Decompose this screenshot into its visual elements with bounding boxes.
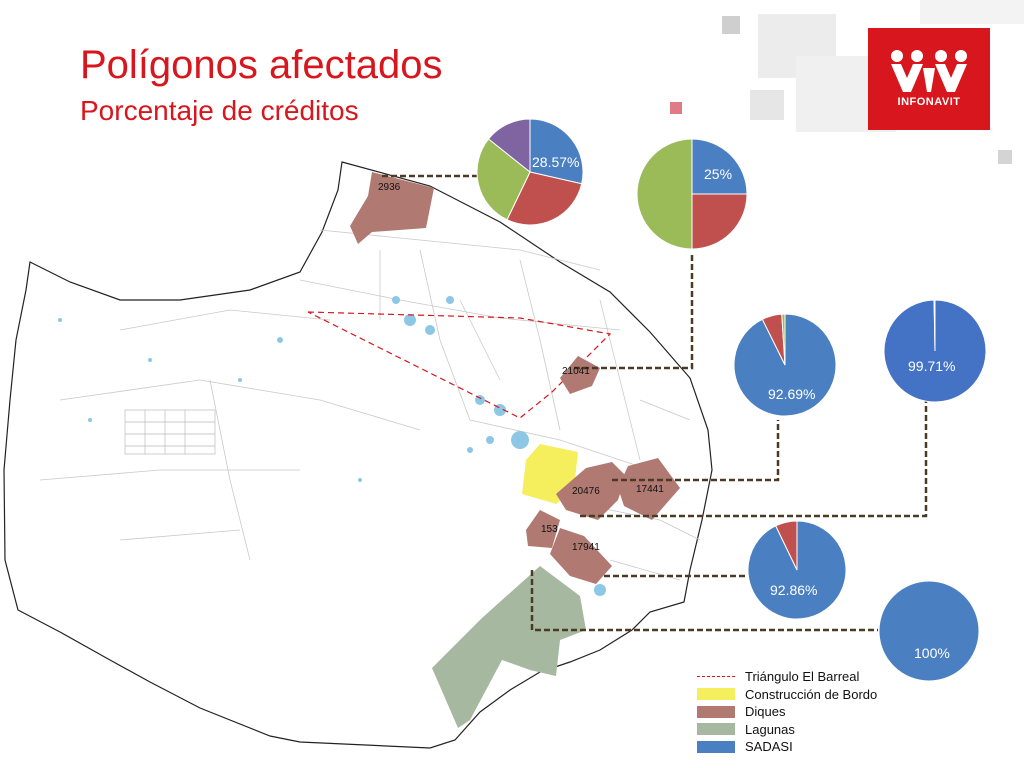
urban-blocks [124,409,216,455]
polygon-label-2936: 2936 [378,182,401,193]
decorative-square [750,90,784,120]
legend-label: SADASI [745,739,793,755]
pie-chart-2936 [476,118,584,226]
legend-item-lagunas: Lagunas [697,721,877,739]
legend-item-sadasi: SADASI [697,738,877,756]
legend-label: Construcción de Bordo [745,686,878,702]
legend-item-bordo: Construcción de Bordo [697,686,877,704]
legend-dashed-line [697,676,735,678]
pie-chart-21041 [636,138,748,250]
decorative-square [998,150,1012,164]
infonavit-logo: INFONAVIT [868,28,990,130]
pie-label-153: 92.86% [770,582,818,598]
diques-polygons [350,172,680,584]
people-logo-icon [891,50,967,92]
polygon-2936 [350,172,434,244]
pie-label-21041: 25% [704,166,733,182]
street-network [39,229,701,581]
slide-subtitle: Porcentaje de créditos [80,95,359,126]
pie-153-slice-1 [775,520,798,571]
legend-item-triangulo: Triángulo El Barreal [697,668,877,686]
legend-label: Diques [745,704,786,720]
polygon-17441 [618,458,680,520]
polygon-label-17941: 17941 [572,542,600,553]
lagunas-area [432,566,586,728]
logo-text: INFONAVIT [897,96,961,108]
pie-21041-slice-0 [691,138,748,195]
polygon-17941 [550,528,612,584]
pie-label-20476: 92.69% [768,386,816,402]
legend-swatch [697,688,735,701]
pie-20476-slice-2 [781,313,786,366]
legend-swatch [697,740,735,753]
pie-2936-slice-0 [529,118,584,185]
polygon-153 [526,510,560,548]
legend-label: Lagunas [745,721,795,737]
pie-chart-20476 [733,313,837,417]
polygon-label-21041: 21041 [562,366,590,377]
legend-swatch [697,723,735,736]
pie-label-17441: 99.71% [908,358,956,374]
pie-2936-slice-3 [487,118,531,174]
legend-swatch [697,705,735,718]
legend-item-diques: Diques [697,703,877,721]
pie-chart-153 [747,520,847,620]
pie-chart-17441 [883,299,987,403]
pie-2936-slice-2 [476,138,531,221]
pie-2936-slice-1 [506,171,583,226]
polygon-label-20476: 20476 [572,486,600,497]
polygon-label-17441: 17441 [636,484,664,495]
map-legend: Triángulo El Barreal Construcción de Bor… [697,668,877,756]
pie-chart-17941 [878,580,980,682]
pie-21041-slice-2 [636,138,693,250]
pie-21041-slice-1 [691,193,748,250]
connector-lines [382,174,928,632]
pie-label-2936: 28.57% [532,154,580,170]
polygon-21041 [560,356,600,394]
pie-label-17941: 100% [914,645,950,661]
polygon-label-153: 153 [541,524,558,535]
pie-17441-slice-1 [933,299,936,352]
decorative-square [722,16,740,34]
legend-label: Triángulo El Barreal [745,669,860,685]
decorative-square [670,102,682,114]
slide-title: Polígonos afectados [80,43,443,87]
decorative-square [920,0,1024,24]
polygon-20476 [556,462,626,520]
pie-17941-slice-0 [878,580,980,682]
